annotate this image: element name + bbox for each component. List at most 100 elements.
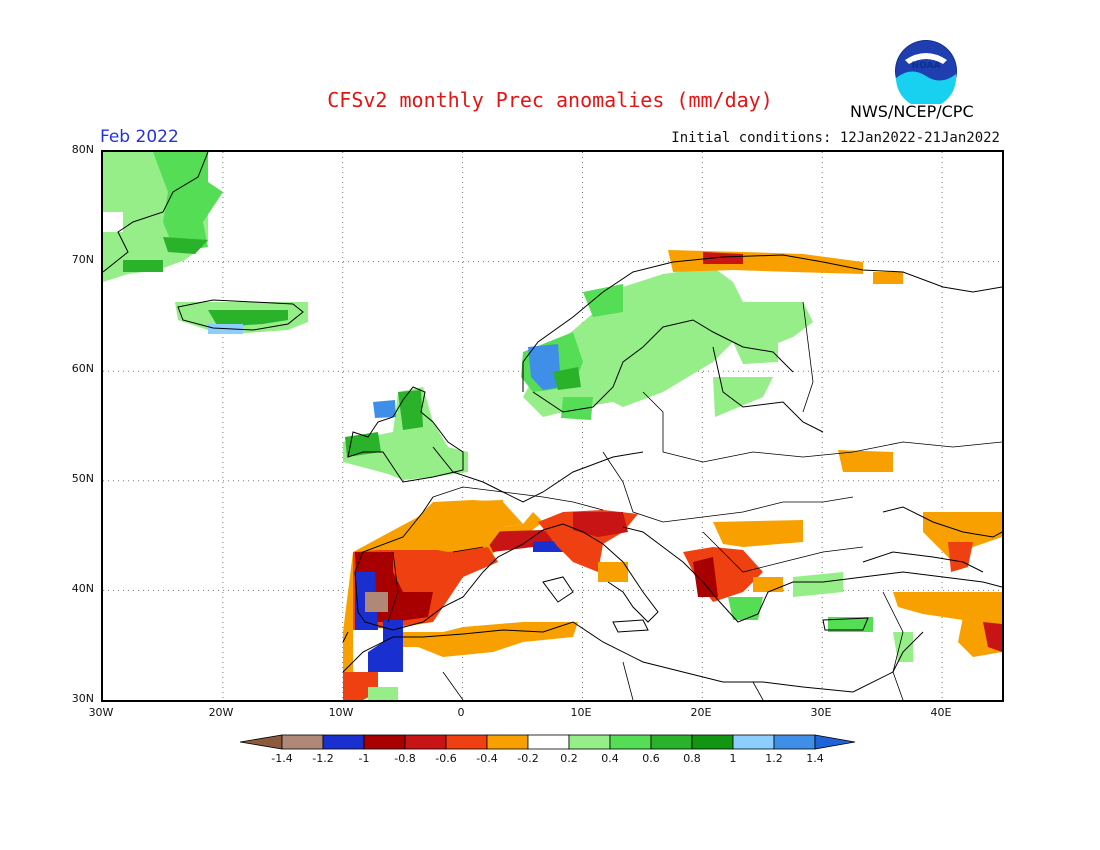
- anomaly-greenland-south: [123, 260, 163, 272]
- initial-conditions: Initial conditions: 12Jan2022-21Jan2022: [671, 130, 1000, 146]
- anomaly-iceland-core: [208, 310, 288, 327]
- gap-greenland: [103, 212, 123, 232]
- colorbar-label: 0.8: [683, 752, 701, 765]
- anomaly-fields: [103, 152, 1002, 700]
- coast-iberia-france-italy: [354, 496, 659, 631]
- anomaly-baltic: [713, 377, 773, 417]
- border-eastern-europe: [662, 441, 1003, 463]
- colorbar-cells: [240, 734, 856, 750]
- lon-tick-10w: 10W: [328, 706, 354, 719]
- anomaly-norway-mid: [583, 284, 623, 317]
- coast-greenland: [102, 151, 209, 273]
- anomaly-greece: [728, 597, 763, 620]
- forecast-month: Feb 2022: [100, 127, 179, 147]
- border-libya-egypt: [752, 681, 764, 701]
- colorbar-cell: [527, 734, 570, 750]
- lon-tick-20e: 20E: [690, 706, 712, 719]
- colorbar-label: 0.4: [601, 752, 619, 765]
- anomaly-scandinavia: [523, 267, 813, 417]
- coast-north-africa: [342, 621, 924, 693]
- anomaly-italy-central: [598, 562, 628, 582]
- anomaly-france-south: [413, 500, 523, 552]
- lon-tick-0: 0: [457, 706, 465, 719]
- colorbar-label: -0.2: [517, 752, 539, 765]
- colorbar-cell: [363, 734, 406, 750]
- anomaly-greenland-east: [153, 152, 223, 252]
- border-central-europe: [602, 451, 854, 523]
- colorbar-label: -1: [358, 752, 370, 765]
- map-title: CFSv2 monthly Prec anomalies (mm/day): [327, 88, 773, 112]
- anomaly-thrace: [753, 577, 783, 592]
- lon-tick-40e: 40E: [930, 706, 952, 719]
- lat-tick-50n: 50N: [71, 472, 94, 485]
- border-finland-russia: [802, 301, 814, 413]
- noaa-logo-icon: NOAA: [895, 40, 957, 104]
- colorbar-arrow-left: [240, 734, 283, 750]
- colorbar-label: -0.6: [435, 752, 457, 765]
- colorbar-arrow-right: [814, 734, 856, 750]
- anomaly-north-africa: [403, 622, 578, 657]
- anomaly-morocco-west: [368, 620, 403, 672]
- colorbar-cell: [609, 734, 652, 750]
- anomaly-crimea: [948, 542, 973, 572]
- coast-gibraltar: [342, 631, 349, 643]
- logo-text: NOAA: [912, 61, 941, 71]
- lat-tick-40n: 40N: [71, 582, 94, 595]
- coast-british-isles: [347, 386, 464, 483]
- coastlines: [102, 151, 1003, 693]
- precip-anomaly-map: [101, 150, 1004, 702]
- lon-tick-30e: 30E: [810, 706, 832, 719]
- colorbar-label: 0.2: [560, 752, 578, 765]
- coast-baltic: [532, 319, 794, 413]
- colorbar-cell: [404, 734, 447, 750]
- anomaly-russia-west: [838, 450, 893, 472]
- coast-adriatic-aegean: [622, 526, 1003, 623]
- lat-tick-80n: 80N: [71, 143, 94, 156]
- anomaly-albania: [693, 557, 718, 597]
- colorbar-label: -1.2: [312, 752, 334, 765]
- colorbar: [240, 734, 856, 750]
- anomaly-ireland-west: [345, 432, 381, 457]
- anomaly-north-italy: [573, 512, 628, 537]
- political-borders: [387, 301, 1003, 701]
- anomaly-turkey: [893, 592, 1002, 622]
- border-scandinavia: [642, 391, 664, 452]
- colorbar-label: 1.4: [806, 752, 824, 765]
- border-pyrenees: [452, 546, 484, 553]
- colorbar-label: -1.4: [271, 752, 293, 765]
- anomaly-kola: [873, 272, 903, 284]
- border-morocco-algeria: [442, 671, 464, 701]
- anomaly-british-isles: [343, 387, 468, 480]
- anomaly-norway-fjords: [528, 344, 561, 390]
- coast-finland: [712, 346, 824, 433]
- colorbar-cell: [486, 734, 529, 750]
- anomaly-hebrides: [373, 400, 396, 418]
- colorbar-cell: [691, 734, 734, 750]
- colorbar-cell: [322, 734, 365, 750]
- colorbar-cell: [568, 734, 611, 750]
- colorbar-label: 1.2: [765, 752, 783, 765]
- agency-label: NWS/NCEP/CPC: [850, 102, 974, 121]
- colorbar-label: 0.6: [642, 752, 660, 765]
- lon-tick-10e: 10E: [570, 706, 592, 719]
- anomaly-norway-southwest: [553, 367, 581, 390]
- anomaly-levant: [893, 632, 913, 662]
- colorbar-cell: [281, 734, 324, 750]
- border-balkans: [702, 531, 864, 573]
- anomaly-balearic: [483, 530, 563, 552]
- coast-sicily: [612, 619, 649, 633]
- colorbar-cell: [773, 734, 816, 750]
- coast-iceland: [177, 299, 304, 331]
- anomaly-portugal-south: [365, 592, 388, 612]
- lat-tick-30n: 30N: [71, 692, 94, 705]
- coast-north-sea: [432, 446, 644, 503]
- colorbar-cell: [732, 734, 775, 750]
- map-canvas: [102, 151, 1003, 701]
- anomaly-scotland: [398, 390, 423, 430]
- colorbar-label: 1: [729, 752, 737, 765]
- border-middle-east: [882, 591, 904, 701]
- anomaly-norway-north: [668, 250, 863, 274]
- colorbar-label: -0.4: [476, 752, 498, 765]
- anomaly-morocco-green: [368, 687, 398, 700]
- lat-tick-70n: 70N: [71, 253, 94, 266]
